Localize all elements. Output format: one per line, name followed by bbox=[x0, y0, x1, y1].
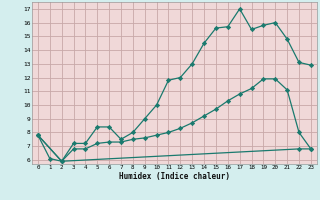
X-axis label: Humidex (Indice chaleur): Humidex (Indice chaleur) bbox=[119, 172, 230, 181]
